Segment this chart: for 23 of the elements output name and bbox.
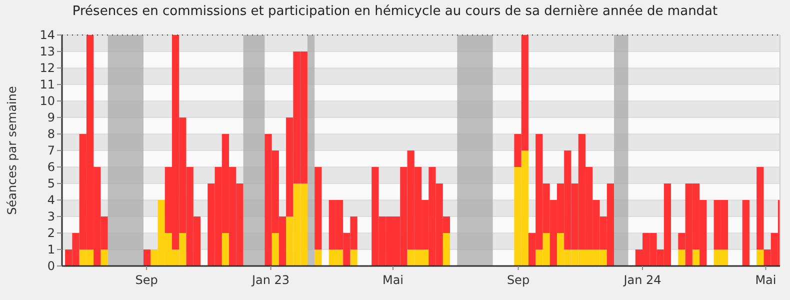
y-tick-label: 1 — [47, 242, 55, 257]
y-tick-label: 0 — [47, 259, 55, 274]
x-tick-label: Mai — [755, 273, 776, 287]
y-tick-label: 4 — [47, 193, 55, 208]
y-tick-label: 10 — [40, 94, 55, 108]
x-tick-label: Sep — [506, 273, 530, 287]
x-tick-label: Sep — [135, 273, 158, 287]
y-tick-label: 5 — [47, 176, 55, 191]
y-tick-label: 7 — [47, 144, 55, 158]
x-tick-label: Mai — [382, 273, 404, 287]
chart-title: Présences en commissions et participation en hémicycle au cours de sa dernière année de mandat — [72, 4, 718, 19]
y-tick-label: 8 — [47, 127, 55, 142]
y-tick-label: 9 — [47, 110, 55, 125]
y-axis-title: Séances par semaine — [5, 86, 19, 215]
y-tick-label: 6 — [47, 160, 55, 174]
y-tick-label: 13 — [40, 44, 55, 59]
y-tick-label: 2 — [47, 226, 55, 240]
x-tick-label: Jan 23 — [250, 273, 290, 287]
y-tick-label: 3 — [47, 210, 55, 224]
x-tick-label: Jan 24 — [622, 273, 662, 287]
y-tick-label: 11 — [40, 78, 55, 92]
y-tick-label: 12 — [40, 61, 55, 76]
y-tick-label: 14 — [40, 28, 55, 42]
